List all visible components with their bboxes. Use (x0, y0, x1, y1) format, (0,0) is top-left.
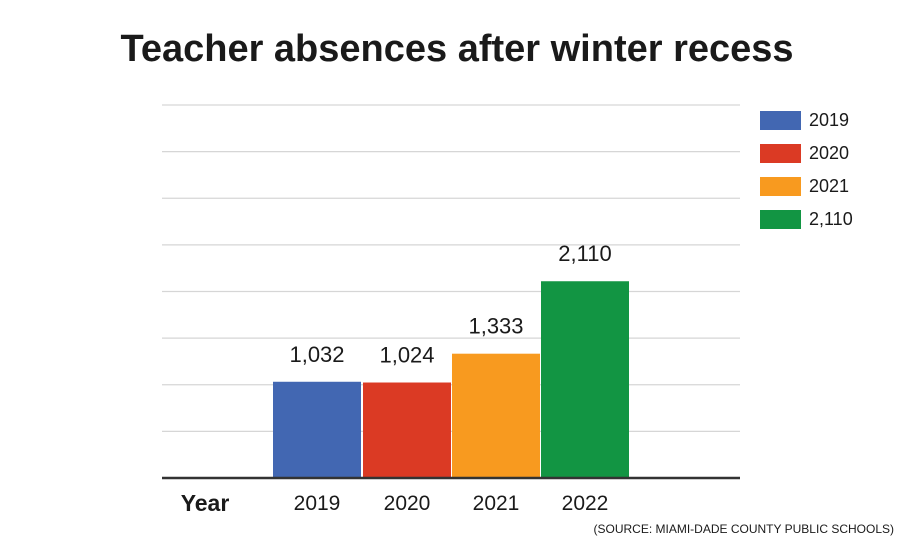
source-note: (SOURCE: MIAMI-DADE COUNTY PUBLIC SCHOOL… (593, 522, 894, 536)
legend-item: 2019 (760, 104, 853, 137)
legend-item: 2,110 (760, 203, 853, 236)
legend-swatch (760, 111, 801, 130)
legend-label: 2020 (809, 143, 850, 163)
legend-swatch (760, 177, 801, 196)
x-tick-label: 2019 (294, 492, 341, 515)
legend-item: 2020 (760, 137, 853, 170)
legend-item: 2021 (760, 170, 853, 203)
bar-2020 (363, 382, 451, 478)
legend-label: 2019 (809, 110, 850, 130)
bar-2022 (541, 281, 629, 478)
data-label: 2,110 (558, 241, 611, 266)
legend-label: 2021 (809, 176, 850, 196)
legend: 2019 2020 2021 2,110 (760, 104, 853, 236)
chart-title: Teacher absences after winter recess (120, 28, 794, 70)
x-axis-label: Year (181, 490, 230, 516)
data-label: 1,032 (289, 342, 344, 367)
x-tick-label: 2021 (473, 492, 520, 515)
data-label: 1,333 (468, 314, 523, 339)
bar-2021 (452, 353, 540, 478)
data-label: 1,024 (379, 343, 434, 368)
legend-swatch (760, 210, 801, 229)
x-tick-label: 2022 (562, 492, 609, 515)
bar-2019 (273, 381, 361, 478)
legend-swatch (760, 144, 801, 163)
x-tick-label: 2020 (384, 492, 431, 515)
legend-label: 2,110 (809, 209, 853, 229)
